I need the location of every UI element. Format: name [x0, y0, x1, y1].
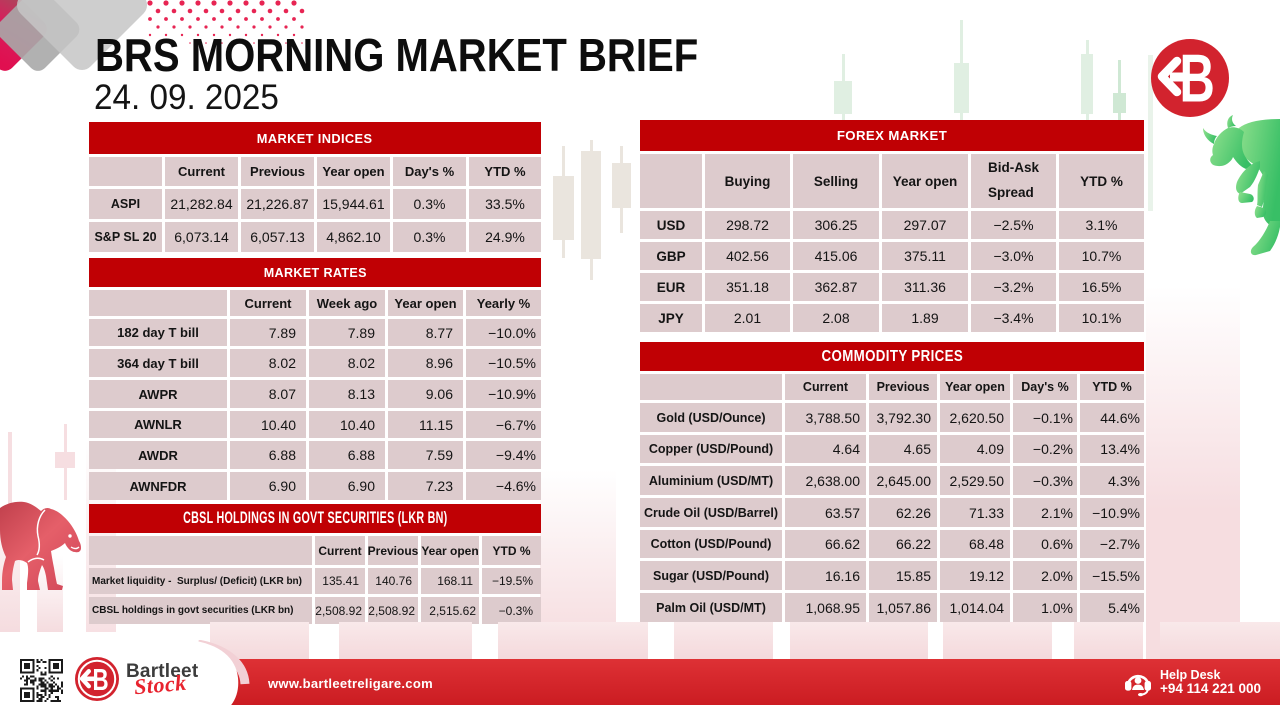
svg-text:B: B: [1180, 40, 1215, 117]
svg-text:B: B: [93, 662, 109, 696]
